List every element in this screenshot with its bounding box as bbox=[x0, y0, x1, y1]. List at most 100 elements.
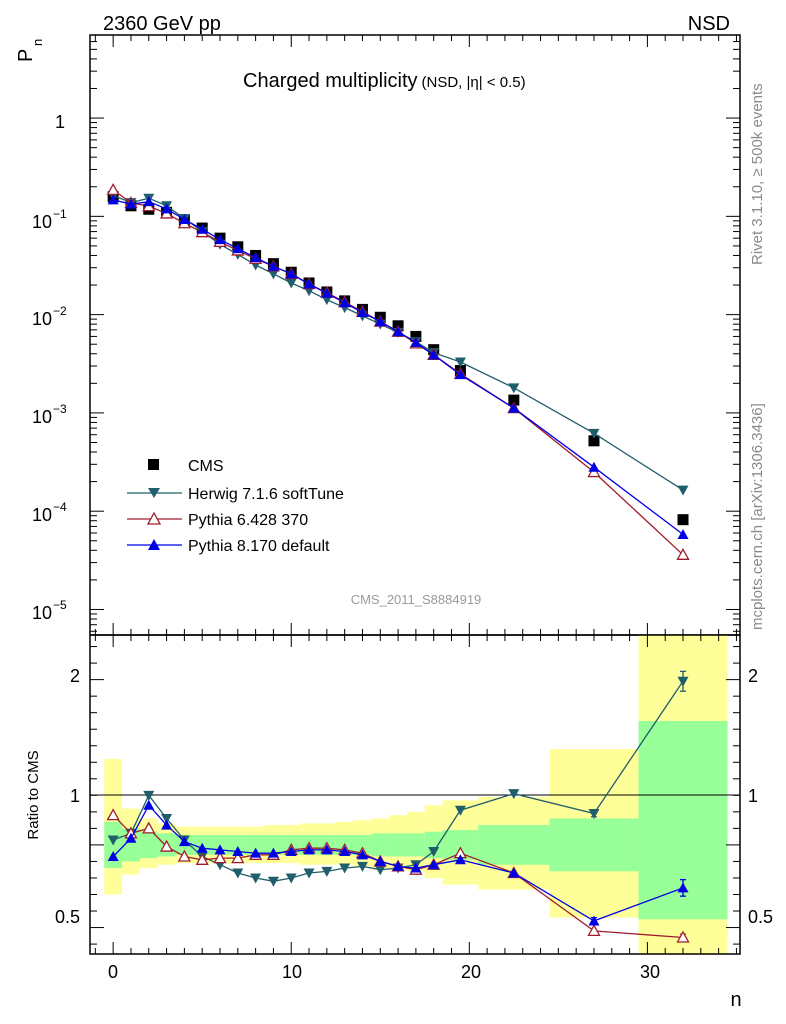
svg-text:−5: −5 bbox=[53, 598, 67, 612]
legend-entry-pythia6: Pythia 6.428 370 bbox=[127, 511, 308, 529]
data-point-pythia-8-170-default bbox=[410, 337, 422, 348]
svg-text:−2: −2 bbox=[53, 304, 67, 318]
inner-band-bin bbox=[228, 834, 247, 855]
svg-text:n: n bbox=[30, 39, 45, 46]
data-point-pythia-8-170-default bbox=[392, 326, 404, 337]
ratio-point-pythia-8-170-default bbox=[250, 847, 262, 858]
svg-text:Pythia 6.428 370: Pythia 6.428 370 bbox=[188, 512, 308, 529]
main-ticks bbox=[90, 34, 740, 635]
ratio-point-pythia-8-170-default bbox=[285, 846, 297, 857]
svg-text:10: 10 bbox=[32, 309, 52, 329]
data-point-cms bbox=[677, 514, 689, 526]
svg-text:CMS: CMS bbox=[188, 458, 224, 475]
ratio-point-herwig-7-1-6-softtune bbox=[321, 866, 333, 877]
data-point-pythia-8-170-default bbox=[267, 260, 279, 271]
ratio-y-tick-label-2-left: 2 bbox=[70, 666, 80, 686]
ratio-point-pythia-8-170-default bbox=[339, 846, 351, 857]
ratio-point-pythia-8-170-default bbox=[107, 850, 119, 861]
analysis-label: CMS_2011_S8884919 bbox=[351, 592, 482, 607]
inner-band-bin bbox=[424, 831, 443, 859]
ratio-y-tick-label-05-right: 0.5 bbox=[748, 907, 773, 927]
data-point-pythia-8-170-default bbox=[250, 252, 262, 263]
inner-band-bin bbox=[246, 834, 265, 855]
data-point-pythia-6-428-370 bbox=[106, 183, 120, 196]
data-point-pythia-8-170-default bbox=[161, 203, 173, 214]
ratio-point-herwig-7-1-6-softtune bbox=[232, 868, 244, 879]
data-point-cms bbox=[588, 435, 600, 447]
series-line-pythia-8-170-default bbox=[113, 199, 684, 535]
data-point-pythia-8-170-default bbox=[178, 213, 190, 224]
ratio-y-axis-label: Ratio to CMS bbox=[25, 750, 42, 839]
ratio-frame bbox=[89, 634, 741, 955]
y-tick-label-1: 1 bbox=[55, 112, 65, 132]
ratio-point-pythia-6-428-370 bbox=[106, 808, 120, 821]
ratio-point-pythia-8-170-default bbox=[178, 836, 190, 847]
data-point-herwig-7-1-6-softtune bbox=[508, 383, 520, 394]
ratio-point-pythia-8-170-default bbox=[588, 915, 600, 926]
ratio-point-herwig-7-1-6-softtune bbox=[143, 790, 155, 801]
data-point-herwig-7-1-6-softtune bbox=[677, 485, 689, 496]
ratio-point-pythia-6-428-370 bbox=[676, 930, 690, 943]
ratio-point-herwig-7-1-6-softtune bbox=[356, 861, 368, 872]
ratio-point-pythia-8-170-default bbox=[410, 862, 422, 873]
legend-entry-pythia8: Pythia 8.170 default bbox=[127, 538, 330, 555]
svg-text:P: P bbox=[15, 49, 37, 62]
svg-text:−4: −4 bbox=[53, 500, 67, 514]
ratio-point-pythia-8-170-default bbox=[392, 860, 404, 871]
data-point-pythia-8-170-default bbox=[125, 198, 137, 209]
mcplots-label: mcplots.cern.ch [arXiv:1306.3436] bbox=[749, 403, 766, 630]
data-point-herwig-7-1-6-softtune bbox=[285, 278, 297, 289]
inner-band-bin bbox=[264, 834, 283, 855]
ratio-y-tick-label-05-left: 0.5 bbox=[55, 907, 80, 927]
ratio-y-tick-label-2-right: 2 bbox=[748, 666, 758, 686]
ratio-point-herwig-7-1-6-softtune bbox=[267, 876, 279, 887]
ratio-point-herwig-7-1-6-softtune bbox=[374, 865, 386, 876]
ratio-point-pythia-8-170-default bbox=[677, 882, 689, 893]
ratio-point-herwig-7-1-6-softtune bbox=[428, 847, 440, 858]
data-point-pythia-8-170-default bbox=[303, 278, 315, 289]
ratio-point-pythia-8-170-default bbox=[508, 867, 520, 878]
data-point-pythia-8-170-default bbox=[214, 234, 226, 245]
ratio-point-pythia-6-428-370 bbox=[231, 851, 245, 864]
ratio-point-pythia-8-170-default bbox=[321, 844, 333, 855]
ratio-point-pythia-6-428-370 bbox=[213, 851, 227, 864]
y-tick-label-1e-5: 10 −5 bbox=[32, 598, 67, 623]
x-tick-label-30: 30 bbox=[640, 962, 660, 982]
series-cms bbox=[107, 191, 689, 526]
data-point-pythia-6-428-370 bbox=[676, 547, 690, 560]
data-point-pythia-8-170-default bbox=[356, 307, 368, 318]
data-point-pythia-8-170-default bbox=[196, 223, 208, 234]
ratio-point-herwig-7-1-6-softtune bbox=[339, 863, 351, 874]
main-panel: 1 10 −1 10 −2 10 −3 10 −4 10 −5 P n Char… bbox=[15, 34, 741, 636]
series-herwig-7-1-6-softtune bbox=[107, 190, 689, 496]
ratio-point-herwig-7-1-6-softtune bbox=[303, 868, 315, 879]
data-point-pythia-8-170-default bbox=[454, 369, 466, 380]
svg-text:10: 10 bbox=[32, 407, 52, 427]
data-point-herwig-7-1-6-softtune bbox=[588, 428, 600, 439]
data-point-pythia-8-170-default bbox=[588, 461, 600, 472]
y-tick-label-1e-2: 10 −2 bbox=[32, 304, 67, 329]
data-point-pythia-8-170-default bbox=[339, 297, 351, 308]
y-tick-label-1e-1: 10 −1 bbox=[32, 207, 67, 232]
ratio-point-herwig-7-1-6-softtune bbox=[677, 676, 689, 687]
ratio-point-pythia-6-428-370 bbox=[195, 852, 209, 865]
ratio-point-pythia-8-170-default bbox=[356, 849, 368, 860]
ratio-series-pythia-6-428-370 bbox=[106, 808, 690, 943]
main-series bbox=[106, 183, 690, 560]
data-point-pythia-8-170-default bbox=[107, 194, 119, 205]
svg-text:−1: −1 bbox=[53, 207, 67, 221]
data-point-cms bbox=[508, 394, 520, 406]
ratio-point-pythia-6-428-370 bbox=[159, 839, 174, 852]
ratio-point-herwig-7-1-6-softtune bbox=[107, 835, 119, 846]
x-axis-label: n bbox=[730, 989, 741, 1011]
data-point-cms bbox=[410, 330, 422, 342]
ratio-point-herwig-7-1-6-softtune bbox=[454, 805, 466, 816]
ratio-point-herwig-7-1-6-softtune bbox=[588, 809, 600, 820]
series-pythia-8-170-default bbox=[107, 194, 689, 539]
y-tick-label-1e-4: 10 −4 bbox=[32, 500, 67, 525]
svg-text:Pythia 8.170 default: Pythia 8.170 default bbox=[188, 538, 330, 555]
x-tick-label-0: 0 bbox=[108, 962, 118, 982]
ratio-point-pythia-8-170-default bbox=[374, 855, 386, 866]
data-point-pythia-8-170-default bbox=[143, 196, 155, 207]
ratio-point-herwig-7-1-6-softtune bbox=[250, 873, 262, 884]
